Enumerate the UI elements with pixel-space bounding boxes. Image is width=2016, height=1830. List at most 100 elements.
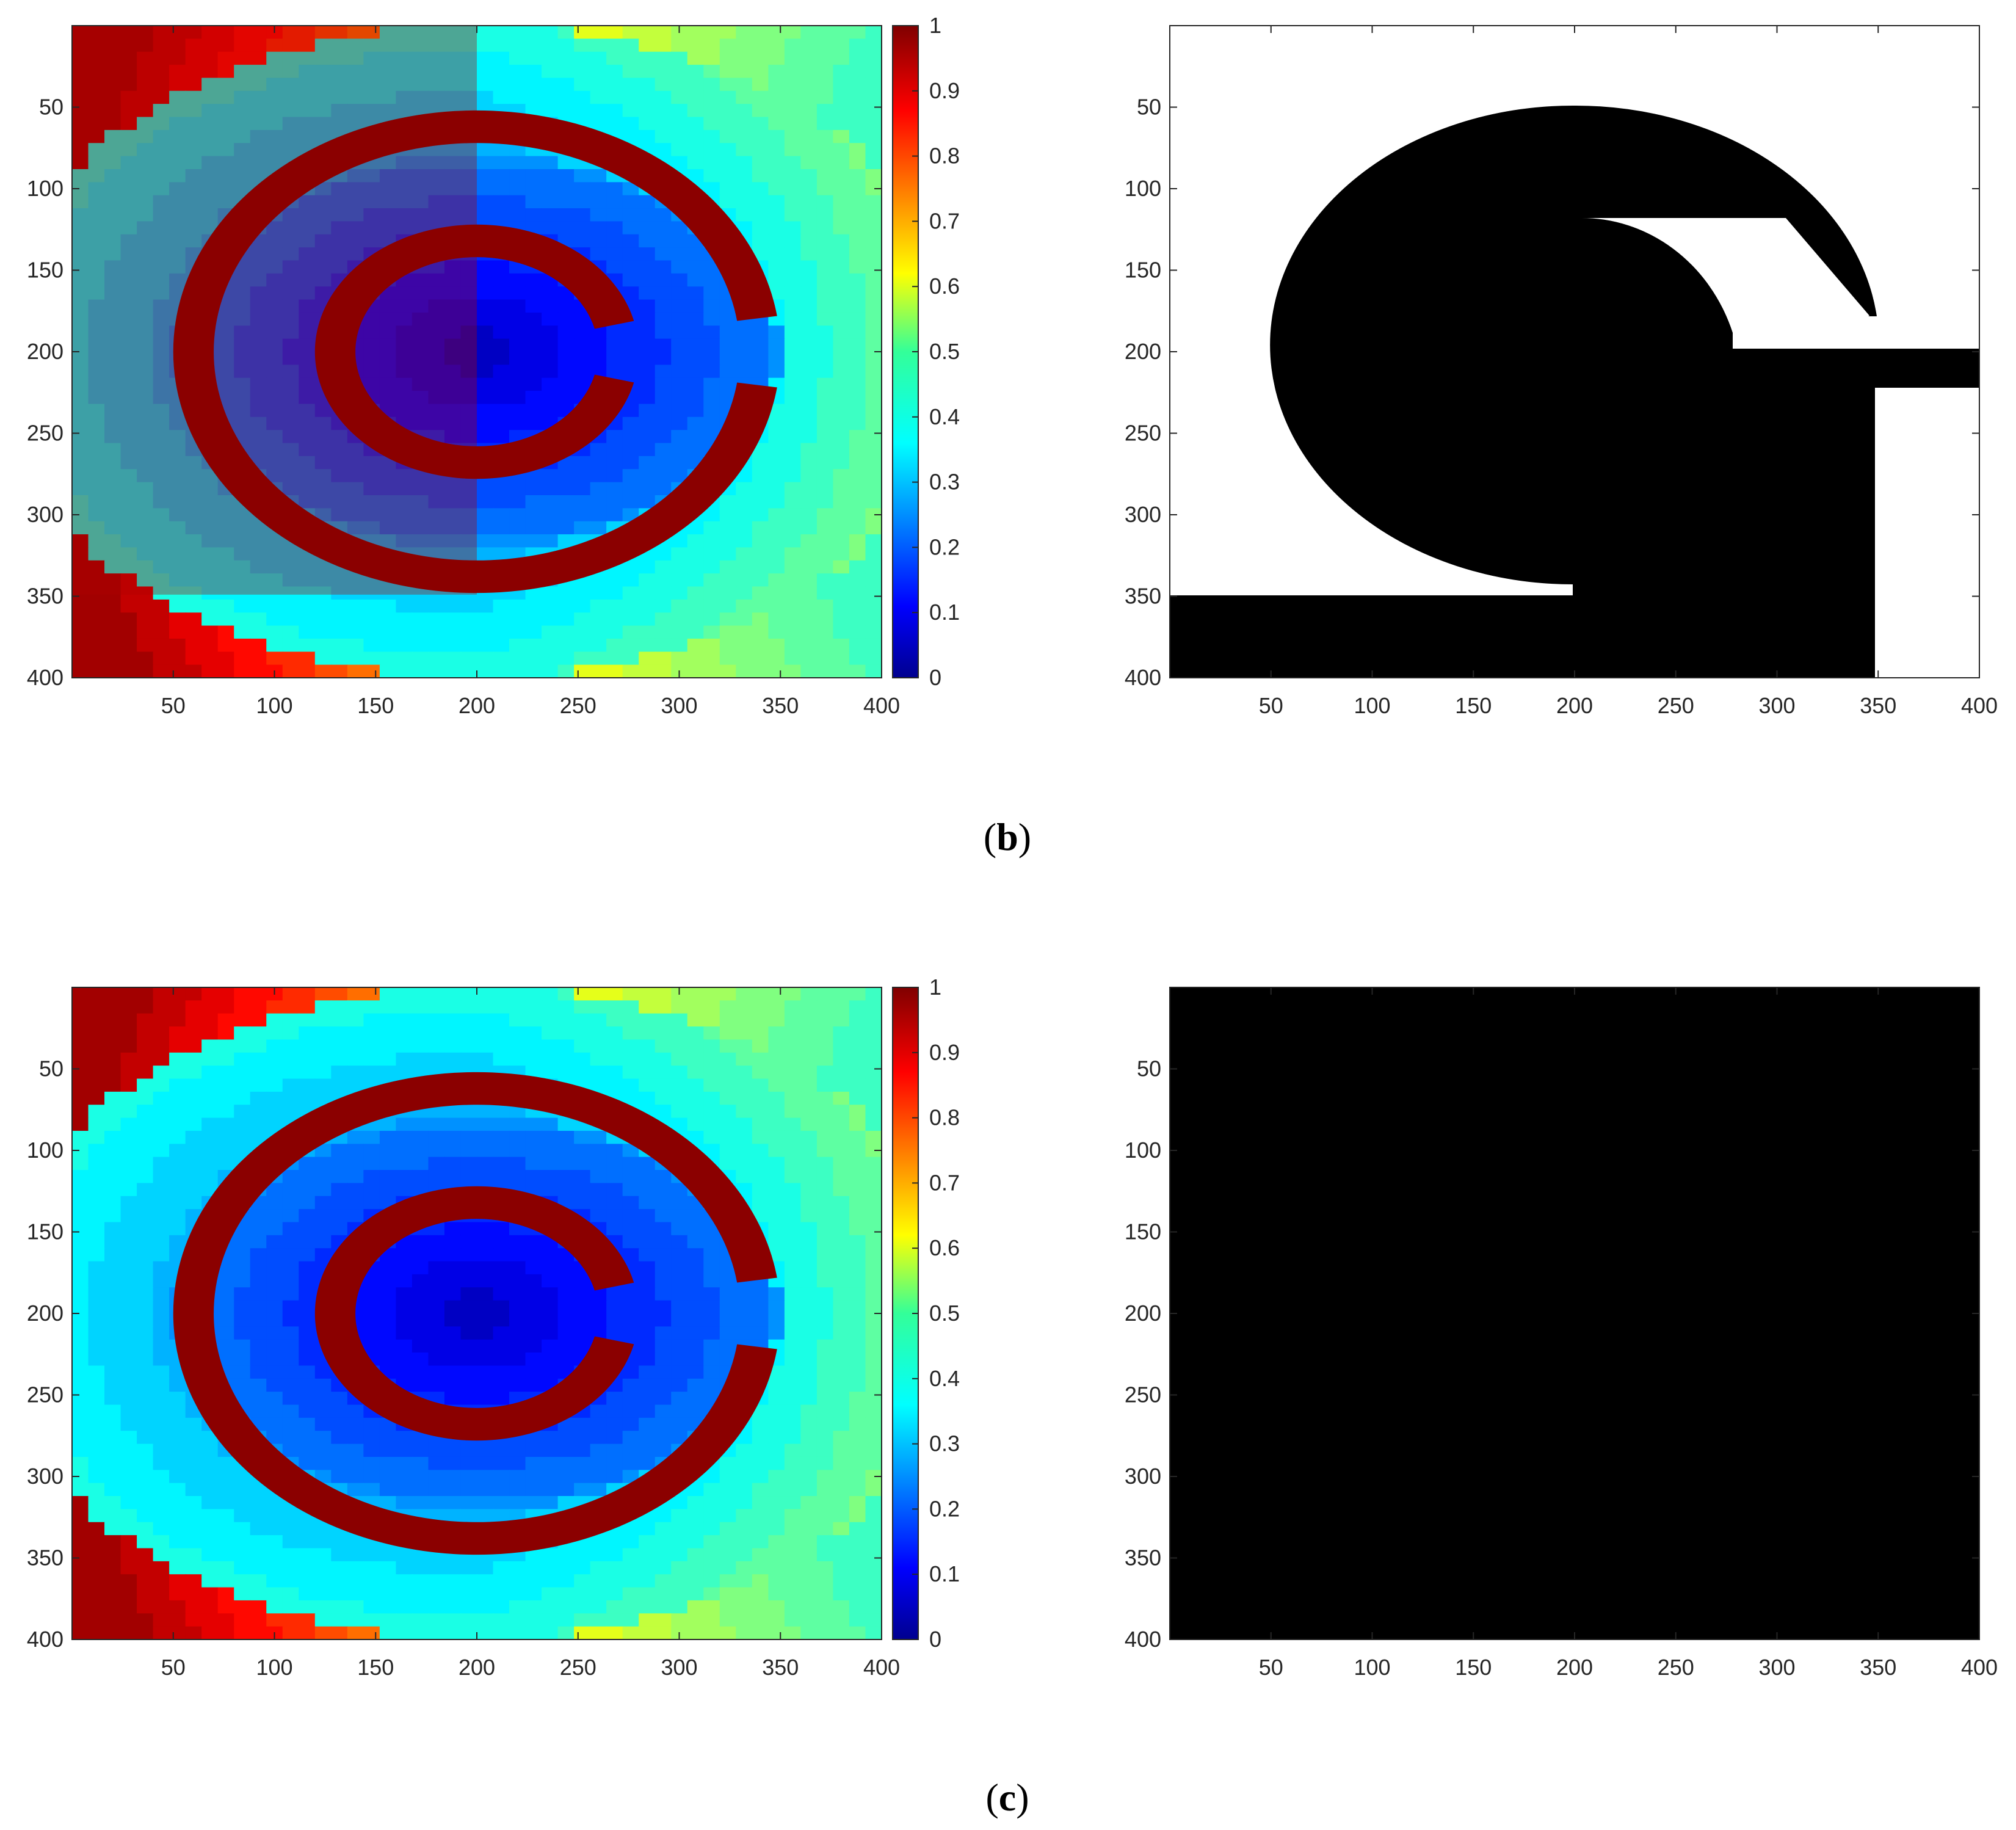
heatmap-cell xyxy=(137,1196,154,1210)
heatmap-cell xyxy=(428,90,445,105)
heatmap-cell xyxy=(137,638,154,653)
heatmap-cell xyxy=(865,1235,882,1249)
heatmap-cell xyxy=(347,443,364,457)
heatmap-cell xyxy=(768,521,785,536)
heatmap-cell xyxy=(217,312,235,327)
heatmap-cell xyxy=(687,78,705,92)
heatmap-cell xyxy=(153,664,170,678)
heatmap-cell xyxy=(542,1561,559,1575)
heatmap-cell xyxy=(719,312,737,327)
heatmap-cell xyxy=(542,90,559,105)
heatmap-cell xyxy=(542,586,559,600)
heatmap-cell xyxy=(865,299,882,313)
heatmap-cell xyxy=(460,1365,477,1379)
heatmap-cell xyxy=(849,404,866,418)
heatmap-cell xyxy=(88,1066,106,1080)
heatmap-cell xyxy=(460,38,477,53)
heatmap-cell xyxy=(347,1078,364,1092)
heatmap-cell xyxy=(137,1052,154,1067)
heatmap-cell xyxy=(137,1339,154,1354)
heatmap-cell xyxy=(574,1274,591,1288)
heatmap-cell xyxy=(444,1509,462,1523)
heatmap-cell xyxy=(542,469,559,483)
heatmap-cell xyxy=(412,1470,429,1484)
heatmap-cell xyxy=(201,143,219,157)
heatmap-cell xyxy=(217,1600,235,1614)
heatmap-cell xyxy=(752,1144,769,1158)
heatmap-cell xyxy=(606,182,623,196)
heatmap-cell xyxy=(379,638,397,653)
heatmap-cell xyxy=(784,1091,802,1106)
heatmap-cell xyxy=(865,1404,882,1418)
heatmap-cell xyxy=(784,664,802,678)
heatmap-cell xyxy=(234,1300,251,1314)
colorbar-tick-label: 0 xyxy=(929,665,941,690)
heatmap-cell xyxy=(606,1574,623,1588)
heatmap-cell xyxy=(509,1483,526,1497)
heatmap-cell xyxy=(493,652,510,666)
heatmap-cell xyxy=(137,1039,154,1053)
heatmap-cell xyxy=(396,1156,413,1171)
heatmap-cell xyxy=(639,404,656,418)
heatmap-cell xyxy=(639,1456,656,1471)
heatmap-cell xyxy=(234,1587,251,1601)
heatmap-cell xyxy=(509,1026,526,1040)
heatmap-cell xyxy=(768,338,785,352)
heatmap-cell xyxy=(363,90,380,105)
heatmap-cell xyxy=(719,599,737,614)
heatmap-cell xyxy=(169,586,186,600)
heatmap-cell xyxy=(768,586,785,600)
heatmap-cell xyxy=(606,987,623,1001)
heatmap-cell xyxy=(768,104,785,118)
heatmap-cell xyxy=(833,286,850,300)
heatmap-cell xyxy=(169,260,186,274)
heatmap-cell xyxy=(331,495,348,509)
heatmap-cell xyxy=(137,1183,154,1197)
heatmap-cell xyxy=(282,260,300,274)
heatmap-cell xyxy=(331,1222,348,1236)
heatmap-cell xyxy=(816,51,834,66)
heatmap-cell xyxy=(460,312,477,327)
heatmap-cell xyxy=(104,1574,121,1588)
heatmap-cell xyxy=(299,1039,316,1053)
heatmap-cell xyxy=(639,652,656,666)
heatmap-cell xyxy=(153,521,170,536)
heatmap-cell xyxy=(153,534,170,548)
heatmap-cell xyxy=(201,1026,219,1040)
heatmap-cell xyxy=(800,338,818,352)
heatmap-cell xyxy=(849,1196,866,1210)
heatmap-cell xyxy=(88,1209,106,1223)
heatmap-cell xyxy=(865,482,882,496)
heatmap-cell xyxy=(282,416,300,431)
heatmap-cell xyxy=(88,1443,106,1458)
heatmap-cell xyxy=(314,1443,332,1458)
heatmap-cell xyxy=(849,1496,866,1510)
heatmap-cell xyxy=(169,1378,186,1393)
heatmap-cell xyxy=(379,1326,397,1340)
heatmap-cell xyxy=(719,664,737,678)
heatmap-cell xyxy=(477,1392,494,1406)
heatmap-cell xyxy=(314,652,332,666)
heatmap-cell xyxy=(250,1378,267,1393)
heatmap-cell xyxy=(347,1456,364,1471)
heatmap-cell xyxy=(266,547,283,561)
heatmap-cell xyxy=(509,1574,526,1588)
heatmap-cell xyxy=(849,1587,866,1601)
heatmap-cell xyxy=(347,104,364,118)
heatmap-cell xyxy=(800,482,818,496)
heatmap-cell xyxy=(606,1170,623,1184)
heatmap-cell xyxy=(687,312,705,327)
heatmap-cell xyxy=(574,182,591,196)
heatmap-cell xyxy=(800,1039,818,1053)
heatmap-cell xyxy=(153,404,170,418)
heatmap-cell xyxy=(509,1170,526,1184)
heatmap-cell xyxy=(800,182,818,196)
heatmap-cell xyxy=(509,664,526,678)
heatmap-cell xyxy=(104,143,121,157)
heatmap-cell xyxy=(687,1091,705,1106)
heatmap-cell xyxy=(137,612,154,626)
heatmap-cell xyxy=(833,1548,850,1562)
heatmap-cell xyxy=(493,1170,510,1184)
heatmap-cell xyxy=(217,169,235,183)
heatmap-cell xyxy=(542,1365,559,1379)
